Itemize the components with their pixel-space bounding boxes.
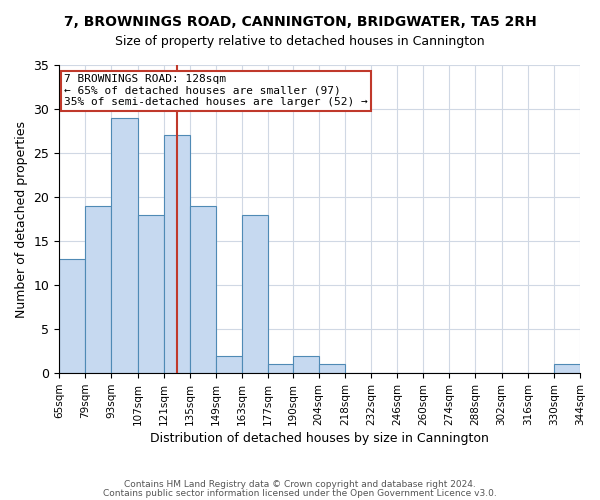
Bar [112, 118, 137, 373]
Bar [216, 356, 242, 373]
Text: 7, BROWNINGS ROAD, CANNINGTON, BRIDGWATER, TA5 2RH: 7, BROWNINGS ROAD, CANNINGTON, BRIDGWATE… [64, 15, 536, 29]
Bar [137, 214, 164, 373]
Bar [242, 214, 268, 373]
Bar [319, 364, 345, 373]
X-axis label: Distribution of detached houses by size in Cannington: Distribution of detached houses by size … [150, 432, 489, 445]
Bar [164, 136, 190, 373]
Bar [293, 356, 319, 373]
Text: Contains public sector information licensed under the Open Government Licence v3: Contains public sector information licen… [103, 488, 497, 498]
Bar [268, 364, 293, 373]
Bar [85, 206, 112, 373]
Y-axis label: Number of detached properties: Number of detached properties [15, 120, 28, 318]
Bar [190, 206, 216, 373]
Text: Size of property relative to detached houses in Cannington: Size of property relative to detached ho… [115, 35, 485, 48]
Bar [554, 364, 580, 373]
Text: 7 BROWNINGS ROAD: 128sqm
← 65% of detached houses are smaller (97)
35% of semi-d: 7 BROWNINGS ROAD: 128sqm ← 65% of detach… [64, 74, 368, 108]
Text: Contains HM Land Registry data © Crown copyright and database right 2024.: Contains HM Land Registry data © Crown c… [124, 480, 476, 489]
Bar [59, 258, 85, 373]
